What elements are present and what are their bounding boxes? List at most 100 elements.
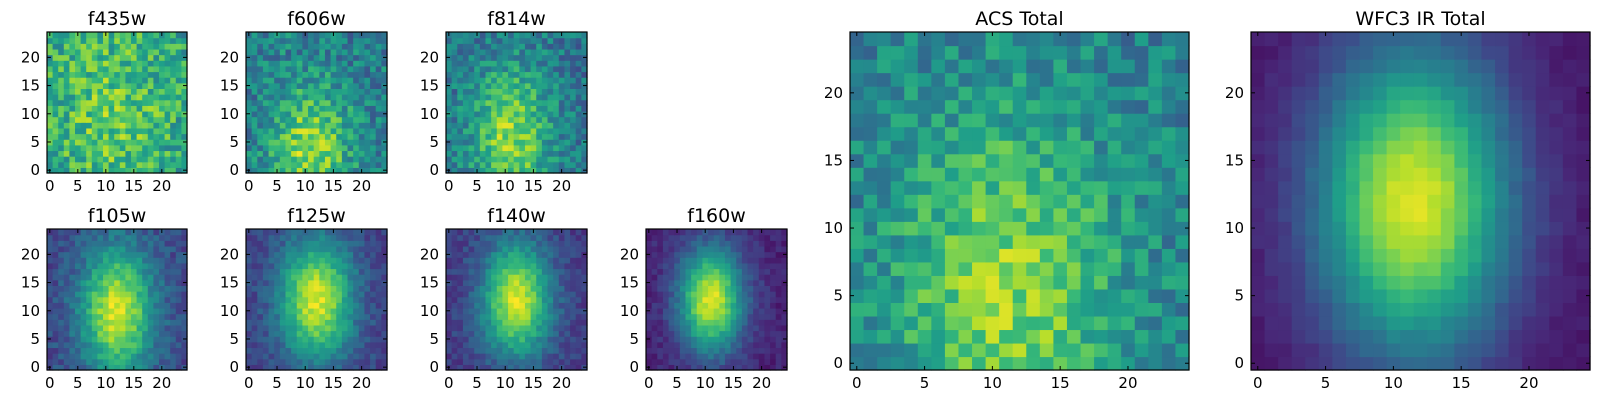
heatmap-cell: [347, 144, 354, 152]
heatmap-cell: [1161, 315, 1177, 331]
heatmap-cell: [114, 65, 121, 73]
heatmap-cell: [564, 364, 571, 371]
heatmap-cell: [747, 307, 754, 315]
heatmap-cell: [313, 245, 320, 253]
heatmap-cell: [468, 105, 475, 112]
heatmap-cell: [646, 245, 653, 253]
heatmap-cell: [136, 279, 143, 286]
heatmap-cell: [136, 229, 143, 236]
heatmap-cell: [581, 296, 588, 303]
heatmap-cell: [164, 229, 171, 236]
heatmap-cell: [496, 251, 503, 258]
heatmap-cell: [175, 341, 182, 349]
heatmap-cell: [125, 364, 132, 371]
heatmap-cell: [972, 180, 987, 195]
heatmap-cell: [679, 347, 687, 354]
heatmap-cell: [685, 257, 692, 264]
heatmap-cell: [52, 364, 59, 371]
heatmap-cell: [164, 150, 171, 157]
heatmap-cell: [136, 319, 143, 326]
heatmap-cell: [308, 127, 315, 135]
heatmap-cell: [685, 274, 692, 281]
heatmap-cell: [103, 336, 110, 343]
heatmap-cell: [668, 296, 675, 303]
heatmap-cell: [446, 77, 453, 84]
heatmap-cell: [457, 353, 464, 360]
heatmap-cell: [69, 313, 76, 320]
heatmap-cell: [850, 342, 865, 358]
heatmap-cell: [103, 122, 110, 129]
heatmap-cell: [570, 302, 577, 309]
heatmap-cell: [747, 324, 754, 332]
heatmap-cell: [536, 54, 543, 61]
heatmap-cell: [313, 127, 320, 135]
heatmap-cell: [63, 285, 70, 292]
heatmap-cell: [63, 353, 70, 360]
heatmap-cell: [696, 336, 703, 343]
heatmap-cell: [541, 71, 549, 78]
heatmap-cell: [63, 122, 70, 129]
heatmap-cell: [336, 257, 343, 264]
heatmap-cell: [491, 60, 498, 67]
heatmap-cell: [114, 32, 121, 39]
heatmap-cell: [850, 288, 865, 303]
heatmap-cell: [308, 116, 315, 123]
heatmap-cell: [741, 296, 749, 303]
heatmap-cell: [159, 122, 166, 129]
heatmap-cell: [246, 105, 253, 112]
heatmap-cell: [274, 274, 281, 281]
heatmap-cell: [108, 48, 115, 56]
heatmap-cell: [274, 347, 281, 354]
heatmap-cell: [302, 161, 309, 168]
heatmap-cell: [479, 262, 487, 270]
heatmap-cell: [52, 116, 59, 123]
heatmap-cell: [547, 127, 554, 135]
heatmap-cell: [513, 150, 520, 157]
heatmap-cell: [330, 268, 337, 275]
heatmap-cell: [268, 274, 275, 281]
heatmap-cell: [564, 156, 571, 163]
heatmap-cell: [319, 262, 326, 270]
heatmap-cell: [319, 32, 326, 39]
heatmap-cell: [863, 288, 878, 303]
heatmap-cell: [164, 88, 171, 95]
heatmap-cell: [336, 116, 343, 123]
heatmap-cell: [262, 99, 270, 106]
heatmap-cell: [519, 347, 526, 354]
heatmap-cell: [336, 229, 343, 236]
heatmap-cell: [302, 60, 309, 67]
heatmap-cell: [553, 330, 560, 337]
heatmap-cell: [279, 82, 287, 89]
heatmap-cell: [268, 268, 275, 275]
heatmap-cell: [364, 324, 371, 332]
heatmap-cell: [1107, 234, 1122, 249]
heatmap-cell: [696, 364, 703, 371]
heatmap-cell: [262, 324, 270, 332]
heatmap-cell: [485, 37, 492, 44]
heatmap-cell: [262, 330, 270, 337]
heatmap-cell: [474, 240, 481, 247]
heatmap-cell: [1080, 356, 1095, 371]
heatmap-cell: [358, 94, 366, 101]
heatmap-cell: [958, 221, 973, 236]
heatmap-cell: [519, 358, 526, 365]
heatmap-cell: [296, 94, 303, 101]
heatmap-cell: [462, 313, 470, 320]
heatmap-cell: [917, 221, 932, 236]
heatmap-cell: [308, 336, 315, 343]
heatmap-cell: [564, 285, 571, 292]
heatmap-cell: [890, 261, 905, 276]
heatmap-cell: [279, 353, 287, 360]
heatmap-cell: [319, 88, 326, 95]
heatmap-cell: [291, 307, 298, 315]
heatmap-cell: [502, 94, 509, 101]
heatmap-cell: [485, 324, 492, 332]
heatmap-cell: [119, 71, 126, 78]
heatmap-cell: [558, 133, 566, 140]
heatmap-cell: [764, 353, 771, 360]
heatmap-cell: [319, 324, 326, 332]
heatmap-cell: [257, 319, 264, 326]
heatmap-cell: [508, 291, 515, 298]
heatmap-cell: [1134, 248, 1149, 263]
heatmap-cell: [741, 234, 749, 241]
